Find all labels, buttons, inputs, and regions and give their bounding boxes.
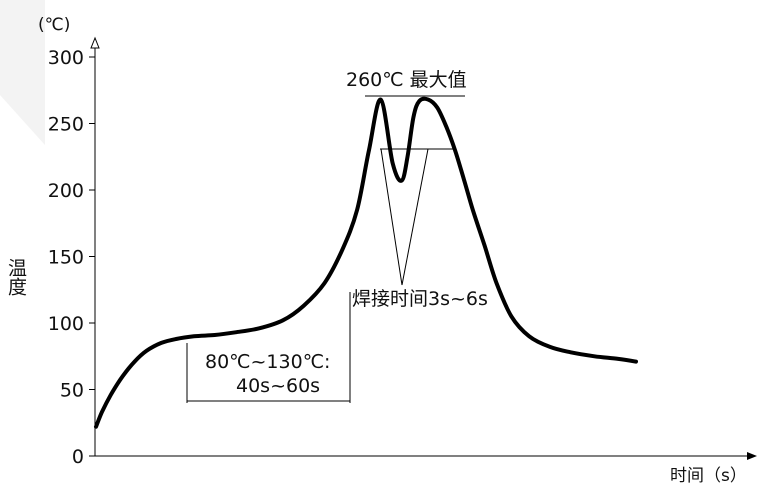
y-tick-label: 0 — [72, 446, 84, 468]
x-axis-label: 时间（s） — [670, 466, 747, 486]
temperature-curve — [94, 96, 638, 429]
y-tick-label: 150 — [48, 247, 84, 269]
soldering-annotation: 焊接时间3s~6s — [352, 288, 488, 310]
y-tick-label: 250 — [48, 114, 84, 136]
soak-annotation-line1: 80℃~130℃: — [205, 351, 330, 373]
y-axis-label: 温度 — [5, 258, 27, 296]
y-tick-group: 0 50 100 150 200 250 300 — [48, 47, 95, 468]
y-tick-label: 100 — [48, 313, 84, 335]
y-tick-label: 50 — [60, 380, 84, 402]
soldering-pointer-left — [380, 148, 403, 286]
peak-annotation: 260℃ 最大值 — [346, 69, 467, 91]
y-tick-label: 200 — [48, 180, 84, 202]
y-unit-label: (℃) — [38, 15, 70, 35]
y-axis-arrow — [90, 36, 100, 49]
y-tick-label: 300 — [48, 47, 84, 69]
soldering-pointer-right — [401, 148, 429, 286]
x-axis-arrow — [747, 452, 757, 460]
soak-annotation-line2: 40s~60s — [236, 375, 320, 397]
corner-decoration — [0, 0, 45, 145]
